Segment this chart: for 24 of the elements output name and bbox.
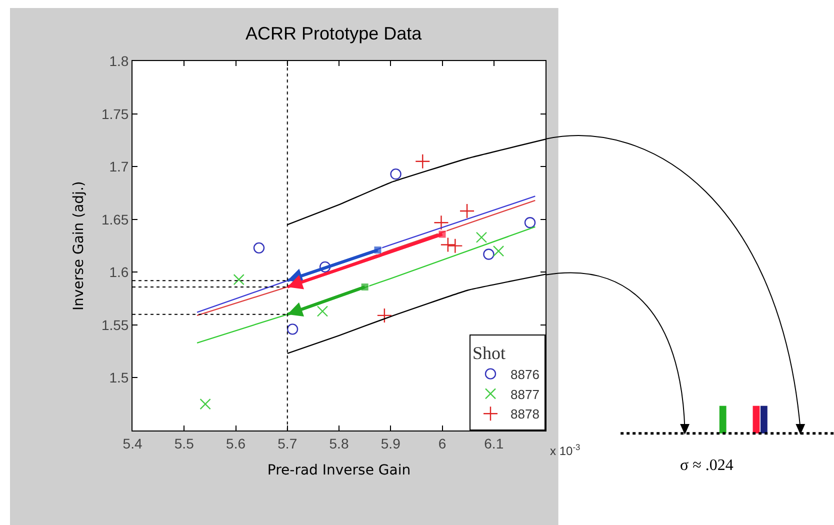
legend-label: 8876 xyxy=(510,366,540,382)
text: x 10$^{-3}$ xyxy=(550,442,580,458)
y-tick-label: 1.65 xyxy=(101,211,129,228)
y-tick-label: 1.7 xyxy=(109,158,129,175)
y-tick-label: 1.55 xyxy=(101,316,129,333)
x-tick-label: 5.8 xyxy=(329,435,349,452)
y-axis-title: Inverse Gain (adj.) xyxy=(71,181,88,311)
x-tick-label: 5.6 xyxy=(226,435,246,452)
x-tick-label: 6 xyxy=(438,435,446,452)
y-tick-label: 1.75 xyxy=(101,106,129,122)
legend-title: Shot xyxy=(472,342,506,363)
y-tick-label: 1.8 xyxy=(109,53,129,70)
y-tick-label: 1.6 xyxy=(109,264,129,280)
x-axis-title: Pre-rad Inverse Gain xyxy=(267,462,411,479)
legend-label: 8878 xyxy=(510,406,540,422)
x-tick-label: 5.4 xyxy=(122,435,142,452)
x-tick-label: 6.1 xyxy=(484,435,504,452)
x-tick-label: 5.9 xyxy=(380,435,401,452)
x-tick-label: 5.5 xyxy=(174,435,194,452)
x-tick-label: 5.7 xyxy=(278,435,298,452)
legend-label: 8877 xyxy=(510,386,540,402)
text: σ ≈ .024 xyxy=(680,457,734,474)
chart-title: ACRR Prototype Data xyxy=(246,23,423,44)
y-tick-label: 1.5 xyxy=(109,370,129,386)
